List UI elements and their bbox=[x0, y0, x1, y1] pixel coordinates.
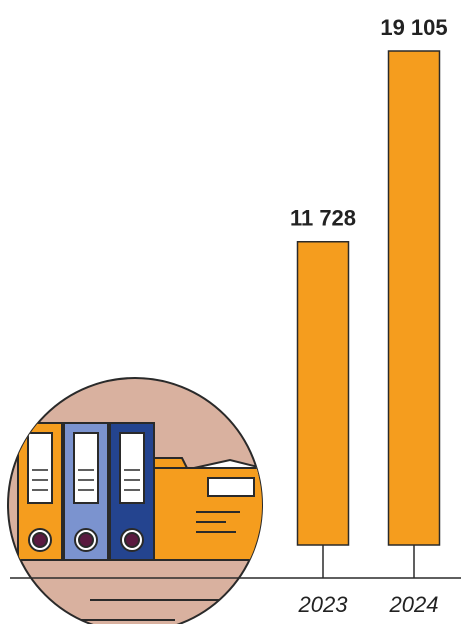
bar bbox=[296, 240, 350, 546]
x-tick-label: 2023 bbox=[298, 592, 349, 617]
value-label: 11 728 bbox=[290, 206, 356, 231]
value-label: 19 105 bbox=[380, 15, 447, 40]
illustration bbox=[7, 377, 263, 624]
x-tick-label: 2024 bbox=[389, 592, 439, 617]
bar bbox=[387, 50, 441, 546]
